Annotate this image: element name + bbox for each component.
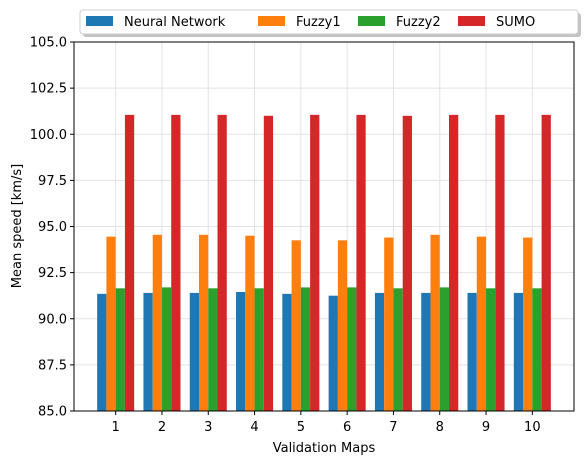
bar: [217, 114, 227, 411]
bar: [439, 287, 449, 411]
legend-box: [79, 9, 579, 35]
bar: [208, 288, 218, 411]
bars: [97, 114, 551, 412]
legend: Neural Network Fuzzy1 Fuzzy2 SUMO: [79, 9, 581, 37]
bar: [161, 287, 172, 411]
legend-label: SUMO: [496, 15, 535, 30]
bar: [254, 288, 264, 411]
bar: [106, 236, 116, 411]
y-tick-label: 85.0: [38, 405, 67, 420]
bar: [532, 288, 542, 411]
x-tick-label: 2: [158, 420, 166, 435]
bar: [282, 293, 292, 411]
bar: [236, 291, 246, 411]
y-axis-title: Mean speed [km/s]: [10, 164, 25, 288]
y-tick-label: 90.0: [38, 312, 67, 327]
bar: [300, 287, 311, 411]
legend-swatch: [86, 16, 113, 26]
bar: [291, 240, 301, 411]
bar: [245, 235, 255, 411]
legend-label: Neural Network: [124, 15, 226, 30]
x-tick-label: 10: [524, 420, 541, 435]
x-tick-label: 7: [389, 420, 397, 435]
bar: [384, 237, 394, 411]
x-tick-label: 3: [204, 420, 212, 435]
bar: [374, 292, 385, 411]
x-tick-label: 8: [436, 420, 444, 435]
bar: [337, 240, 348, 411]
y-tick-label: 97.5: [38, 174, 67, 189]
y-tick-label: 102.5: [30, 82, 67, 97]
y-tick-label: 95.0: [38, 220, 67, 235]
x-tick-label: 4: [250, 420, 258, 435]
bar: [356, 114, 366, 411]
bar: [495, 114, 505, 411]
bar: [476, 236, 487, 411]
bar: [347, 287, 357, 411]
bar: [393, 288, 403, 411]
bar: [430, 234, 440, 411]
bar: [115, 288, 125, 411]
legend-swatch: [358, 16, 385, 26]
bar: [310, 114, 320, 411]
x-tick-label: 6: [343, 420, 351, 435]
y-tick-label: 100.0: [30, 128, 67, 143]
bar: [486, 288, 496, 411]
x-axis-title: Validation Maps: [273, 441, 376, 456]
bar: [449, 114, 459, 411]
legend-swatch: [258, 16, 285, 26]
y-tick-label: 87.5: [38, 358, 67, 373]
y-tick-label: 92.5: [38, 266, 67, 281]
bar: [152, 234, 162, 411]
bar: [263, 115, 274, 412]
x-axis: 1 2 3 4 5 6 7 8 9 10: [112, 411, 541, 435]
bar: [97, 293, 107, 411]
bar: [513, 292, 524, 411]
bar: [402, 115, 412, 412]
bar: [171, 114, 181, 411]
bar: [199, 234, 209, 411]
bar: [143, 292, 153, 411]
bar: [124, 114, 135, 411]
bar: [467, 292, 477, 411]
legend-swatch: [458, 16, 485, 26]
bar: [541, 114, 551, 411]
y-axis: 85.0 87.5 90.0 92.5 95.0 97.5 100.0 102.5 105.0: [30, 36, 74, 420]
bar: [421, 292, 431, 411]
x-tick-label: 5: [297, 420, 305, 435]
legend-label: Fuzzy1: [296, 15, 341, 30]
bar: [523, 237, 533, 411]
legend-label: Fuzzy2: [396, 15, 441, 30]
bar: [189, 292, 199, 411]
y-tick-label: 105.0: [30, 36, 67, 51]
x-tick-label: 1: [112, 420, 120, 435]
x-tick-label: 9: [482, 420, 490, 435]
bar: [328, 295, 338, 411]
